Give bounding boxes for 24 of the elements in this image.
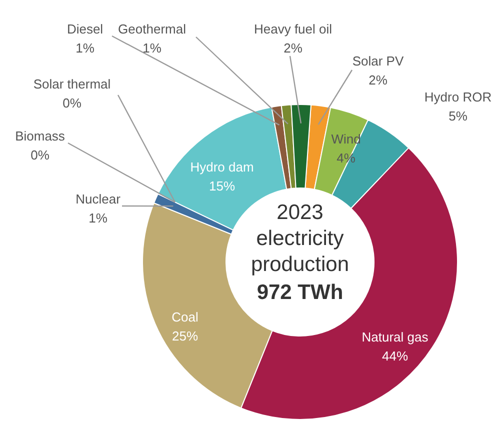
slice-label: Hydro ROR <box>424 90 492 105</box>
text: 0% <box>30 148 50 163</box>
text: 972 TWh <box>256 280 344 306</box>
slice-label: Nuclear <box>76 192 122 207</box>
slice-label: Natural gas <box>362 330 429 345</box>
text: 0% <box>62 96 82 111</box>
data-label: 2% <box>368 72 388 88</box>
data-label: 15% <box>208 178 236 194</box>
data-label: 1% <box>88 210 108 226</box>
data-label: 1% <box>76 40 95 56</box>
slice-label: Coal <box>172 310 198 325</box>
slice-label: Heavy fuel oil <box>254 22 332 37</box>
category-label: Biomass <box>15 128 65 144</box>
slice-label: Geothermal <box>118 22 186 37</box>
data-label: 5% <box>448 108 468 124</box>
data-label: 25% <box>172 328 198 344</box>
slice-label: Hydro dam <box>190 160 254 175</box>
data-label: 1% <box>142 40 162 56</box>
text: 2023 electricity production <box>250 200 350 278</box>
category-label: Solar thermal <box>33 76 111 92</box>
slice-label: Diesel <box>66 22 104 37</box>
data-label: 2% <box>284 40 303 56</box>
slice-label: Solar PV <box>352 54 404 69</box>
data-label: 44% <box>382 348 408 364</box>
